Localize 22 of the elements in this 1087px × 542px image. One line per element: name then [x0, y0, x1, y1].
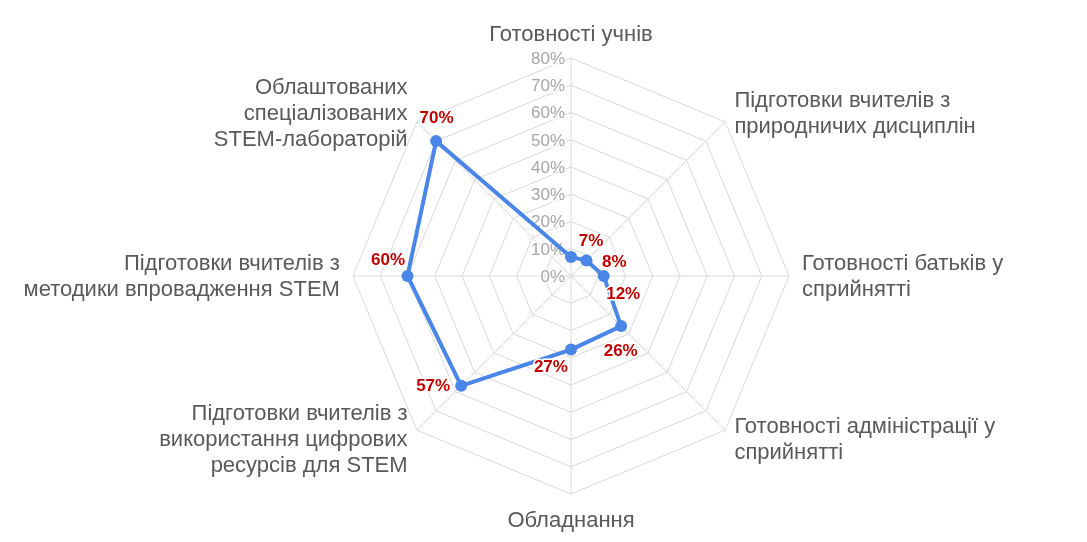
data-label: 60%	[370, 249, 406, 269]
y-tick-label: 0%	[540, 266, 565, 286]
spoke-label: Підготовки вчителів з природничих дисциплін	[734, 86, 976, 138]
data-label: 26%	[603, 341, 638, 361]
y-tick-label: 30%	[530, 185, 565, 205]
spoke-label: Підготовки вчителів з методики впровадження STEM	[23, 250, 340, 301]
spoke-label: Облаштованих спеціалізованих STEM-лабораторій	[213, 73, 408, 151]
data-label: 57%	[416, 376, 451, 396]
spoke-label: Готовності учнів	[489, 20, 653, 46]
y-tick-label: 50%	[530, 130, 565, 150]
y-tick-label: 80%	[530, 48, 565, 68]
spoke-label: Готовності адміністрації у сприйнятті	[734, 413, 996, 465]
data-label: 8%	[602, 251, 627, 271]
y-tick-label: 70%	[530, 76, 565, 96]
data-label: 7%	[578, 231, 604, 251]
spoke-label: Підготовки вчителів з використання цифрових ресурсів для STEM	[159, 400, 408, 478]
spoke-label: Готовності батьків у сприйнятті	[802, 250, 1004, 301]
y-tick-label: 60%	[530, 103, 565, 123]
data-label: 27%	[533, 357, 568, 377]
spoke-label: Обладнання	[507, 507, 635, 533]
data-label: 70%	[419, 108, 454, 128]
y-tick-label: 40%	[530, 157, 565, 177]
